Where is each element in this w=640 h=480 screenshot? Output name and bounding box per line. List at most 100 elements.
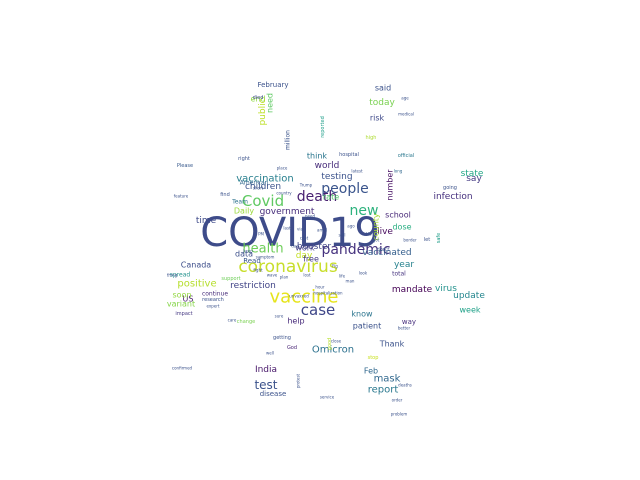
cloud-word: US (183, 295, 194, 304)
cloud-word: Thank (379, 340, 405, 349)
cloud-word: world (315, 161, 340, 171)
cloud-word: good (327, 338, 333, 350)
cloud-word: Please (177, 163, 193, 169)
cloud-word: hospital (339, 152, 359, 158)
cloud-word: death (297, 189, 337, 205)
cloud-word: Feb (364, 367, 378, 376)
cloud-word: symptom (256, 255, 275, 260)
cloud-word: know (351, 310, 373, 319)
cloud-word: free (303, 255, 319, 264)
cloud-word: died (253, 95, 264, 101)
cloud-word: find (220, 192, 230, 198)
cloud-word: thing (167, 273, 178, 278)
cloud-word: keep (243, 249, 253, 254)
cloud-word: life (339, 274, 346, 279)
cloud-word: people (321, 181, 368, 197)
cloud-word: Omicron (312, 345, 354, 356)
cloud-word: public (258, 98, 268, 125)
cloud-word: live (377, 227, 393, 237)
cloud-word: work (295, 244, 315, 253)
cloud-word: American (240, 180, 269, 187)
cloud-word: help (287, 317, 304, 326)
cloud-word: hospitalization (313, 291, 343, 296)
cloud-word: India (255, 365, 277, 375)
cloud-word: care (228, 318, 237, 323)
cloud-word: say (466, 174, 482, 184)
cloud-word: Trump (299, 183, 313, 188)
cloud-word: feature (174, 194, 189, 199)
cloud-word: disease (260, 390, 287, 398)
cloud-word: reported (320, 116, 326, 138)
cloud-word: county (372, 213, 381, 241)
cloud-word: ago (347, 224, 355, 229)
cloud-word: support (221, 276, 240, 282)
cloud-word: right (238, 156, 250, 162)
cloud-word: problem (391, 412, 408, 417)
cloud-word: going (443, 185, 457, 191)
cloud-word: vaccination (236, 174, 293, 185)
cloud-word: stop (368, 355, 379, 361)
cloud-word: virus (435, 284, 457, 294)
cloud-word: border (403, 238, 417, 243)
cloud-word: due (291, 244, 299, 249)
cloud-word: vaccine (270, 287, 339, 308)
cloud-word: age (401, 96, 409, 101)
cloud-word: mask (374, 374, 401, 385)
cloud-word: million (285, 130, 292, 150)
cloud-word: think (307, 152, 328, 161)
cloud-word: update (453, 291, 485, 301)
cloud-word: protest (296, 373, 301, 388)
cloud-word: rate (323, 193, 339, 202)
cloud-word: wave (267, 273, 278, 278)
cloud-word: long (394, 169, 403, 174)
cloud-word: number (386, 169, 395, 201)
cloud-word: end (250, 95, 265, 104)
cloud-word: health (242, 242, 283, 257)
cloud-word: COVID19 (200, 210, 380, 256)
cloud-word: infection (433, 192, 472, 202)
cloud-word: impact (175, 311, 192, 317)
cloud-word: sure (275, 314, 284, 319)
cloud-word: getting (273, 335, 291, 341)
cloud-word: safe (436, 233, 442, 244)
cloud-word: Team (231, 199, 248, 206)
cloud-word: still (339, 233, 346, 238)
cloud-word: test (254, 378, 277, 392)
cloud-word: government (260, 207, 315, 217)
cloud-word: cost (300, 236, 309, 241)
cloud-word: Read (243, 257, 261, 265)
cloud-word: look (359, 271, 368, 276)
cloud-word: patient (353, 322, 381, 331)
cloud-word: need (305, 214, 315, 219)
cloud-word: school (385, 211, 411, 220)
cloud-word: research (202, 297, 224, 303)
cloud-word: hour (315, 285, 325, 290)
cloud-word: expert (207, 304, 220, 309)
cloud-word: country (276, 191, 292, 196)
cloud-word: God (287, 345, 297, 351)
cloud-word: fight (253, 268, 263, 273)
cloud-word: official (398, 153, 414, 159)
cloud-word: year (394, 260, 414, 270)
cloud-word: continue (202, 291, 228, 298)
cloud-word: unvaxxed (289, 294, 309, 299)
cloud-word: amid (317, 228, 327, 233)
cloud-word: service (320, 395, 335, 400)
cloud-word: well (266, 351, 274, 356)
cloud-word: today (369, 98, 395, 108)
cloud-word: time (196, 216, 217, 226)
cloud-word: February (257, 81, 288, 89)
cloud-word: total (392, 271, 406, 278)
cloud-word: way (402, 318, 416, 326)
cloud-word: pandemic (321, 242, 390, 258)
cloud-word: testing (321, 172, 352, 182)
cloud-word: risk (370, 114, 385, 123)
cloud-word: medical (398, 112, 414, 117)
cloud-word: report (368, 385, 399, 396)
cloud-word: day (296, 251, 313, 261)
cloud-word: plan (280, 275, 289, 280)
cloud-word: high (366, 135, 377, 141)
cloud-word: booster (297, 242, 331, 252)
